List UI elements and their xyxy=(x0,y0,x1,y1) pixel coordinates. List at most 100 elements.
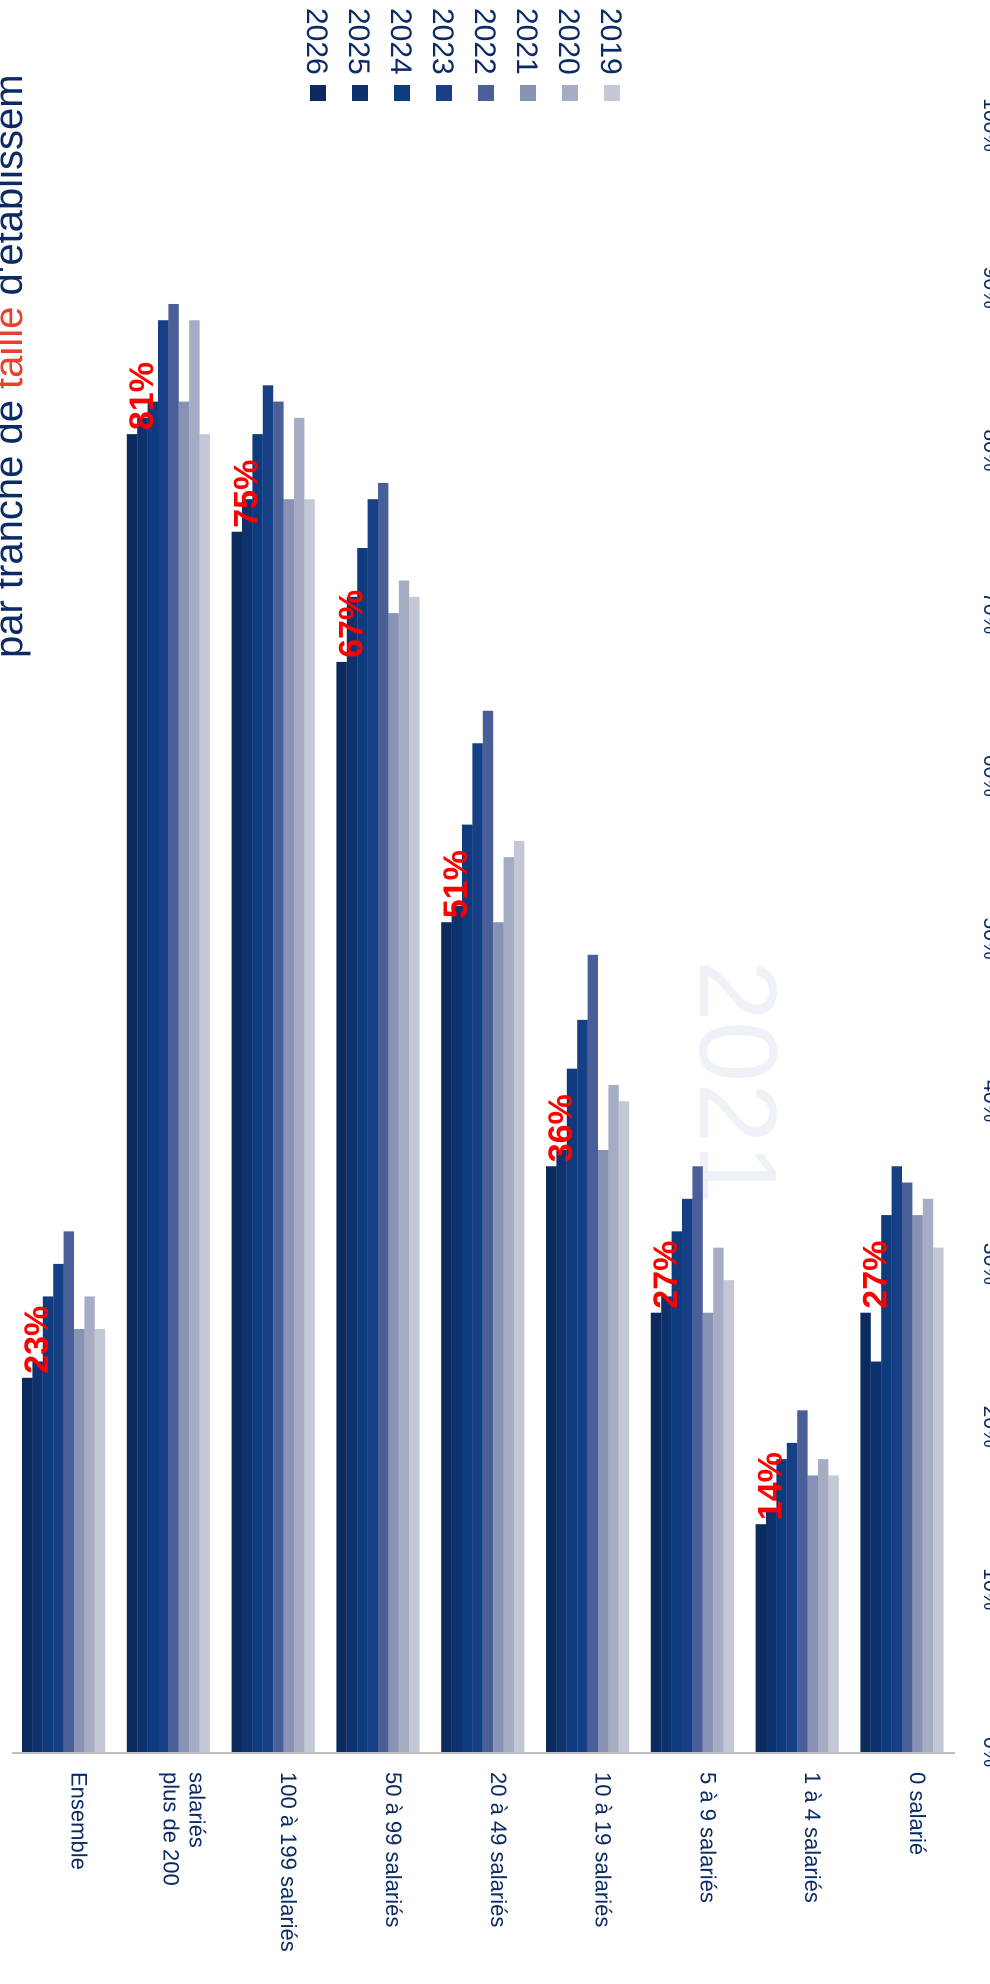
value-tick-label: 60% xyxy=(979,755,990,797)
bar xyxy=(304,499,315,1753)
bar-group xyxy=(22,1231,106,1752)
bar xyxy=(441,922,452,1752)
bar xyxy=(912,1215,923,1752)
bar xyxy=(566,1068,578,1752)
bar xyxy=(252,434,263,1752)
bar xyxy=(147,401,158,1753)
bar xyxy=(336,661,347,1753)
bar xyxy=(776,1459,787,1752)
bar xyxy=(713,1247,724,1752)
bar xyxy=(860,1312,871,1752)
bar xyxy=(398,580,410,1752)
bar xyxy=(682,1198,693,1752)
category-label-line: salariés xyxy=(184,1772,209,1848)
bar xyxy=(618,1101,630,1752)
bar xyxy=(367,499,378,1753)
bar xyxy=(262,385,274,1752)
bar-group xyxy=(755,1410,839,1752)
category-label-line: 0 salarié xyxy=(905,1772,930,1855)
category-label: 0 salarié xyxy=(905,1772,930,1855)
data-label: 75% xyxy=(228,460,266,528)
bar xyxy=(546,1166,557,1752)
bar xyxy=(283,499,294,1753)
bar xyxy=(891,1166,902,1752)
bar xyxy=(797,1410,808,1752)
bar xyxy=(63,1231,74,1752)
bar xyxy=(84,1296,95,1752)
category-label: Ensemble xyxy=(67,1772,92,1870)
value-tick-label: 70% xyxy=(979,592,990,634)
legend-item: 2026 xyxy=(300,8,333,101)
legend-label: 2022 xyxy=(468,8,501,75)
legend-label: 2021 xyxy=(510,8,543,75)
bar xyxy=(189,320,200,1752)
bar xyxy=(755,1524,766,1752)
legend-item: 2022 xyxy=(468,8,501,101)
category-label-line: 50 à 99 salariés xyxy=(381,1772,406,1927)
axis-layer: 0% 10% 20% 30% 40% 50% 60% 70% 80% 90% 100% Ensembl… xyxy=(12,98,990,1952)
bar xyxy=(178,401,190,1753)
bar xyxy=(53,1263,64,1752)
legend-swatch xyxy=(520,85,536,101)
legend-item: 2024 xyxy=(384,8,417,101)
data-label: 14% xyxy=(752,1452,790,1520)
bar xyxy=(514,840,525,1752)
chart-title: par tranche de taille d'établissem xyxy=(0,74,31,658)
data-labels: 23% 81% 75% 67% 51% 36% 27% 14% 27% xyxy=(18,362,894,1520)
data-label: 27% xyxy=(647,1241,685,1309)
legend-label: 2025 xyxy=(342,8,375,75)
bar xyxy=(74,1328,85,1752)
bar xyxy=(577,1019,588,1752)
watermark-year: 2021 xyxy=(676,960,799,1205)
title-part-highlight: taille xyxy=(0,307,31,389)
legend-item: 2025 xyxy=(342,8,375,101)
bar xyxy=(702,1312,714,1752)
legend: 2026 2025 2024 2023 2022 2021 2020 2019 xyxy=(300,8,627,101)
bar xyxy=(32,1361,43,1752)
bar xyxy=(556,1150,567,1752)
bar xyxy=(482,710,494,1752)
bar xyxy=(608,1084,619,1752)
bar xyxy=(242,499,253,1753)
data-label: 27% xyxy=(856,1241,894,1309)
bar-group xyxy=(546,954,630,1752)
bar xyxy=(587,954,598,1752)
bar xyxy=(137,417,148,1752)
legend-item: 2019 xyxy=(594,8,627,101)
bar xyxy=(409,596,420,1752)
bar xyxy=(42,1296,54,1752)
bar xyxy=(807,1475,818,1752)
data-label: 81% xyxy=(123,362,161,430)
watermark: 2021 xyxy=(676,960,799,1205)
svg-text:par tranche de taille d'établi: par tranche de taille d'établissem xyxy=(0,74,31,658)
legend-swatch xyxy=(478,85,494,101)
bar xyxy=(661,1296,672,1752)
data-label: 67% xyxy=(332,590,370,658)
bar xyxy=(818,1459,829,1752)
bar xyxy=(168,303,179,1753)
legend-item: 2021 xyxy=(510,8,543,101)
value-tick-label: 40% xyxy=(979,1080,990,1122)
legend-label: 2023 xyxy=(426,8,459,75)
bar xyxy=(650,1312,662,1752)
bar-group xyxy=(126,303,210,1753)
category-label: 100 à 199 salariés xyxy=(276,1772,301,1952)
bar xyxy=(357,548,368,1752)
bar xyxy=(870,1361,882,1752)
bar xyxy=(671,1231,682,1752)
bar xyxy=(766,1507,777,1752)
bar xyxy=(902,1182,913,1752)
category-label-line: 20 à 49 salariés xyxy=(486,1772,511,1927)
category-label: 50 à 99 salariés xyxy=(381,1772,406,1927)
value-tick-label: 80% xyxy=(979,429,990,471)
bar xyxy=(786,1442,798,1752)
legend-label: 2019 xyxy=(594,8,627,75)
legend-item: 2023 xyxy=(426,8,459,101)
bar xyxy=(388,613,399,1752)
bar xyxy=(346,596,358,1752)
category-label-line: Ensemble xyxy=(67,1772,92,1870)
bar xyxy=(231,531,242,1752)
bar xyxy=(881,1215,892,1752)
legend-item: 2020 xyxy=(552,8,585,101)
bar xyxy=(273,401,284,1753)
